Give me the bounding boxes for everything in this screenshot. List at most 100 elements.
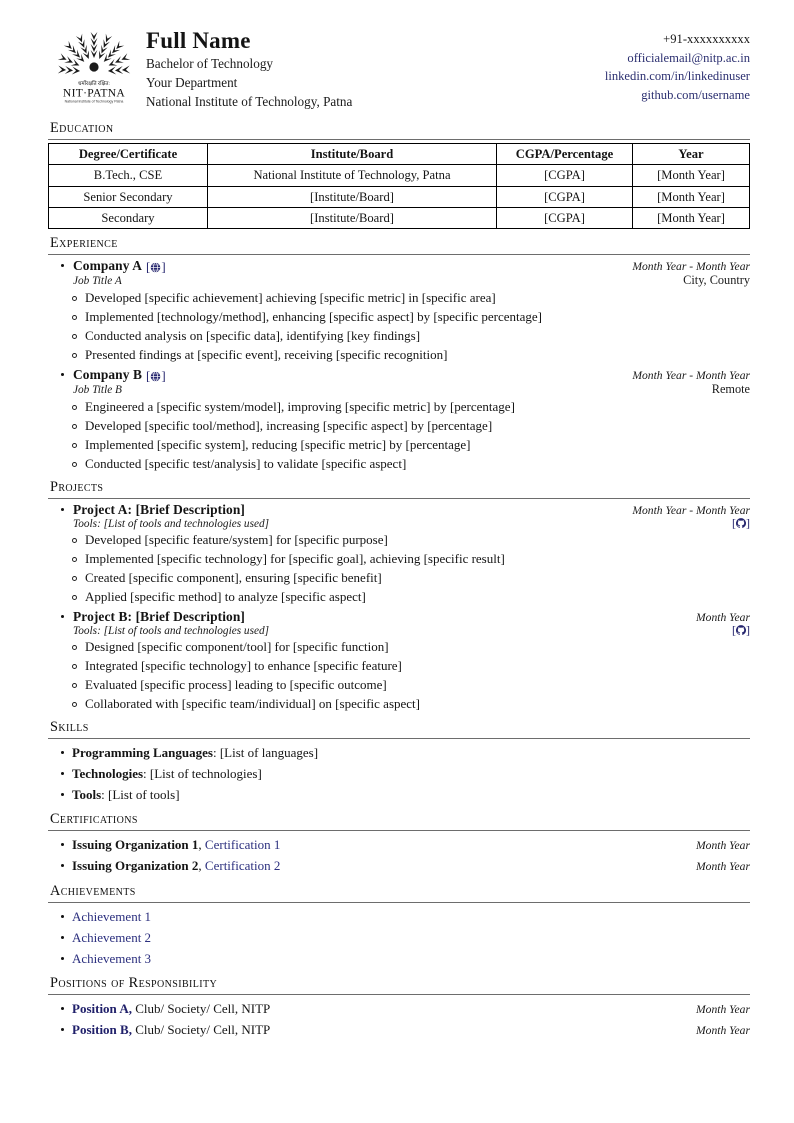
section-rule: [48, 138, 750, 140]
cell-cgpa: [CGPA]: [496, 206, 633, 230]
project-title-group: Project B: [Brief Description]: [48, 609, 245, 625]
certification-item: Issuing Organization 2, Certification 2 …: [48, 855, 750, 877]
certification-org: Issuing Organization 2: [72, 858, 199, 874]
cell-institute: [Institute/Board]: [207, 185, 497, 208]
skill-line: Tools: [List of tools]: [72, 788, 180, 801]
section-rule: [48, 993, 750, 995]
section-rule: [48, 901, 750, 903]
certification-comma: ,: [198, 836, 205, 852]
experience-subheader-row: Job Title A City, Country: [48, 273, 750, 288]
contact-block: +91-xxxxxxxxxx officialemail@nitp.ac.in …: [605, 26, 750, 104]
cell-cgpa: [CGPA]: [496, 185, 633, 208]
email-link[interactable]: officialemail@nitp.ac.in: [627, 50, 750, 65]
github-icon: [735, 625, 747, 635]
company-name: Company B: [73, 367, 142, 383]
position-line: Position B, Club/ Society/ Cell, NITP: [72, 1023, 270, 1036]
institute-line: National Institute of Technology, Patna: [146, 94, 353, 110]
project-item: Project B: [Brief Description] Month Yea…: [48, 609, 750, 713]
company-name: Company A: [73, 258, 142, 274]
certification-date: Month Year: [695, 838, 750, 852]
section-title-experience: Experience: [50, 235, 118, 252]
project-bullet: Created [specific component], ensuring […: [48, 568, 750, 587]
education-table: Degree/Certificate Institute/Board CGPA/…: [48, 142, 750, 230]
project-bullet: Implemented [specific technology] for [s…: [48, 549, 750, 568]
job-title: Job Title B: [73, 384, 122, 397]
header-left: धर्मोरक्षति रक्षित: NIT·PATNA National I…: [48, 26, 352, 112]
th-degree: Degree/Certificate: [48, 142, 208, 166]
section-rule: [48, 829, 750, 831]
experience-company-group: Company B []: [48, 367, 166, 383]
achievement-link[interactable]: Achievement 3: [72, 950, 152, 966]
achievement-item: Achievement 1: [48, 906, 750, 927]
experience-subheader-row: Job Title B Remote: [48, 382, 750, 397]
section-title-achievements: Achievements: [50, 882, 136, 899]
degree-line: Bachelor of Technology: [146, 56, 274, 72]
globe-icon-link[interactable]: []: [145, 259, 166, 275]
logo-motto: धर्मोरक्षति रक्षित:: [78, 80, 110, 87]
logo-subtitle: National Institute of Technology Patna: [65, 100, 124, 104]
experience-bullet: Implemented [specific system], reducing …: [48, 435, 750, 454]
certification-line: Issuing Organization 1, Certification 1: [72, 838, 280, 851]
globe-icon: [151, 261, 161, 273]
project-bullet-list: Developed [specific feature/system] for …: [48, 530, 750, 606]
section-rule: [48, 737, 750, 739]
skill-separator: :: [101, 786, 109, 802]
globe-icon: [151, 370, 161, 382]
skill-item: Technologies: [List of technologies]: [48, 763, 750, 784]
project-item: Project A: [Brief Description] Month Yea…: [48, 502, 750, 606]
cell-year: [Month Year]: [632, 164, 750, 187]
experience-dates: Month Year - Month Year: [632, 260, 750, 274]
achievements-list: Achievement 1 Achievement 2 Achievement …: [48, 906, 750, 969]
experience-bullet-list: Engineered a [specific system/model], im…: [48, 397, 750, 473]
position-role[interactable]: Position B,: [72, 1022, 132, 1038]
experience-bullet: Developed [specific tool/method], increa…: [48, 416, 750, 435]
skill-line: Technologies: [List of technologies]: [72, 767, 262, 780]
project-bullet-list: Designed [specific component/tool] for […: [48, 637, 750, 713]
full-name: Full Name: [146, 28, 251, 53]
achievement-link[interactable]: Achievement 1: [72, 908, 152, 924]
skill-value: [List of languages]: [219, 744, 319, 760]
experience-bullet: Developed [specific achievement] achievi…: [48, 288, 750, 307]
certification-link[interactable]: Certification 1: [204, 836, 281, 852]
bullet-marker: [61, 264, 64, 268]
phone-number: +91-xxxxxxxxxx: [663, 32, 750, 46]
bullet-marker: [61, 507, 64, 511]
cell-degree: B.Tech., CSE: [48, 164, 208, 187]
project-subheader-row: Tools: [List of tools and technologies u…: [48, 624, 750, 637]
position-org: Club/ Society/ Cell, NITP: [131, 1022, 271, 1038]
cell-cgpa: [CGPA]: [496, 164, 633, 187]
position-org: Club/ Society/ Cell, NITP: [131, 1000, 271, 1016]
achievement-link[interactable]: Achievement 2: [72, 929, 152, 945]
experience-item: Company A [] Month Year - Month Year Job…: [48, 258, 750, 364]
table-row: Secondary [Institute/Board] [CGPA] [Mont…: [48, 206, 750, 230]
position-role[interactable]: Position A,: [72, 1000, 132, 1016]
position-item: Position B, Club/ Society/ Cell, NITP Mo…: [48, 1019, 750, 1041]
th-cgpa: CGPA/Percentage: [496, 142, 633, 166]
table-row: Senior Secondary [Institute/Board] [CGPA…: [48, 185, 750, 208]
cell-year: [Month Year]: [632, 206, 750, 230]
section-title-positions: Positions of Responsibility: [50, 974, 218, 991]
linkedin-link[interactable]: linkedin.com/in/linkedinuser: [604, 69, 750, 83]
experience-item: Company B [] Month Year - Month Year Job…: [48, 367, 750, 473]
github-icon-link[interactable]: []: [732, 515, 750, 530]
job-location: Remote: [711, 382, 750, 397]
project-dates: Month Year: [695, 610, 750, 624]
section-title-education: Education: [50, 119, 114, 136]
skill-label: Programming Languages: [72, 744, 213, 760]
project-bullet: Integrated [specific technology] to enha…: [48, 656, 750, 675]
github-link[interactable]: github.com/username: [641, 87, 750, 102]
experience-header-row: Company B [] Month Year - Month Year: [48, 367, 750, 383]
certification-link[interactable]: Certification 2: [204, 858, 281, 874]
project-header-row: Project B: [Brief Description] Month Yea…: [48, 609, 750, 625]
achievement-item: Achievement 3: [48, 948, 750, 969]
globe-icon-link[interactable]: []: [145, 368, 166, 384]
job-title: Job Title A: [73, 275, 122, 288]
table-header-row: Degree/Certificate Institute/Board CGPA/…: [48, 142, 750, 166]
department-line: Your Department: [146, 75, 238, 91]
th-year: Year: [632, 142, 750, 166]
skill-label: Tools: [72, 786, 102, 802]
github-icon-link[interactable]: []: [732, 622, 750, 637]
certification-comma: ,: [198, 858, 205, 874]
cell-degree: Secondary: [48, 206, 208, 230]
